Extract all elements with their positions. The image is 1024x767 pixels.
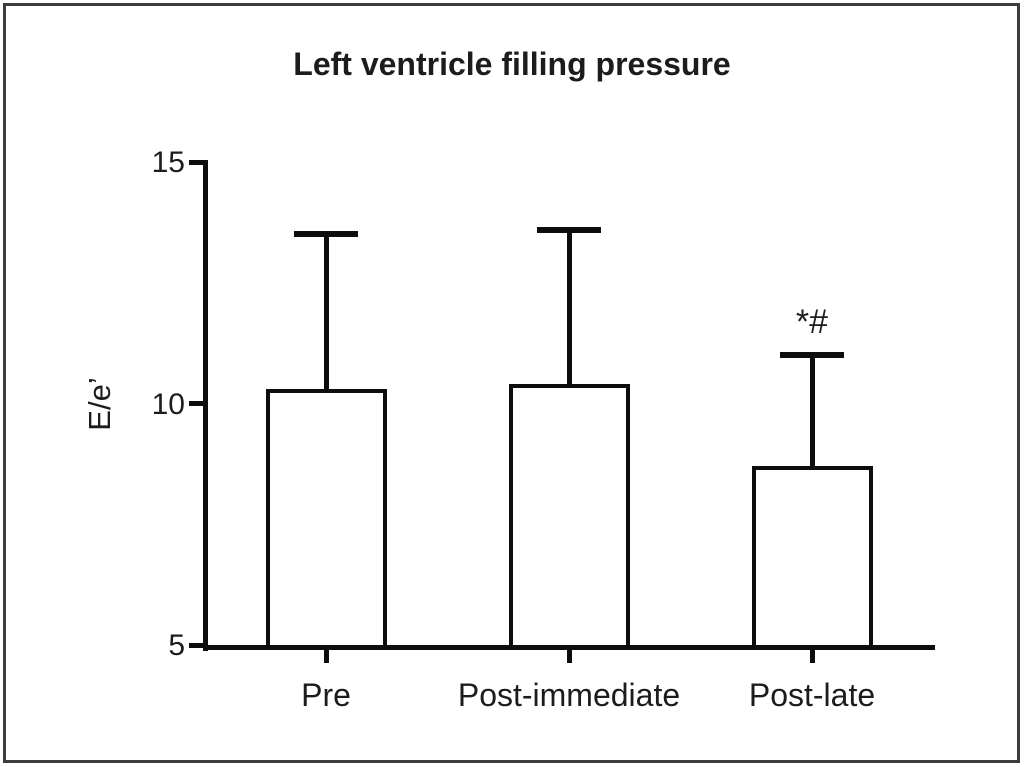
y-tick-10	[189, 401, 203, 406]
y-axis-title: E/e’	[82, 377, 117, 431]
bar-post-immediate	[509, 384, 630, 650]
y-tick-label-5: 5	[168, 629, 185, 662]
x-label-post-immediate: Post-immediate	[457, 677, 681, 713]
error-cap-post-late	[780, 352, 844, 358]
error-stem-post-late	[810, 355, 815, 466]
error-stem-post-immediate	[567, 230, 572, 385]
x-tick-post-immediate	[567, 650, 572, 663]
error-cap-pre	[294, 231, 358, 237]
error-cap-post-immediate	[537, 227, 601, 233]
error-stem-pre	[324, 234, 329, 389]
x-label-post-late: Post-late	[748, 677, 876, 713]
y-tick-5	[189, 643, 203, 648]
x-label-pre: Pre	[301, 677, 351, 713]
annotation-post-late: *#	[795, 303, 829, 341]
y-tick-label-10: 10	[151, 388, 185, 421]
y-axis-line	[203, 160, 208, 651]
y-tick-15	[189, 160, 203, 165]
chart-title: Left ventricle filling pressure	[293, 46, 731, 82]
bar-pre	[266, 389, 387, 650]
y-tick-label-15: 15	[151, 146, 185, 179]
x-tick-post-late	[810, 650, 815, 663]
x-axis-line	[203, 645, 935, 650]
x-tick-pre	[324, 650, 329, 663]
bar-post-late	[752, 466, 873, 650]
